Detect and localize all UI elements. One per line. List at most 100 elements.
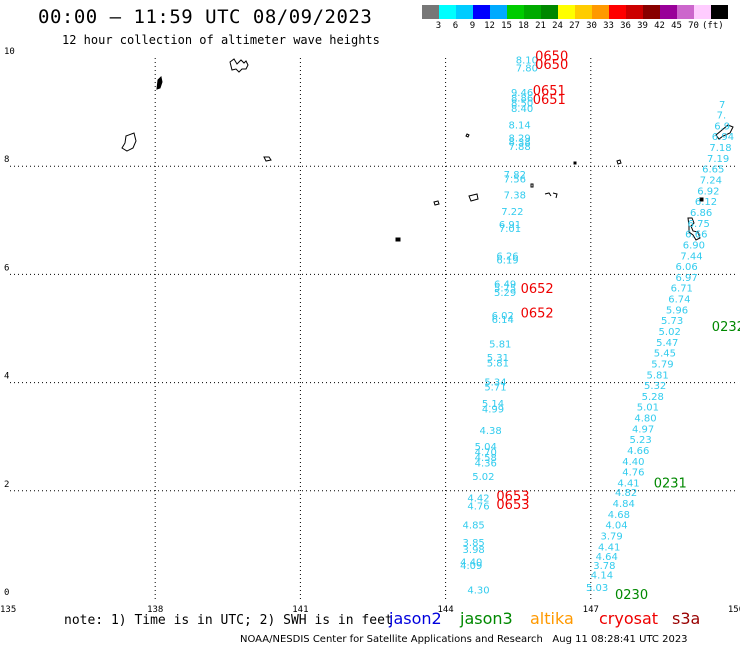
wave-height-value: 4.04 bbox=[605, 521, 627, 532]
wave-height-value: 5.71 bbox=[484, 383, 506, 394]
wave-height-value: 4.58 bbox=[475, 453, 497, 464]
longitude-tick-label: 147 bbox=[583, 605, 599, 615]
island-outline bbox=[468, 193, 479, 202]
wave-height-value: 8.10 bbox=[516, 55, 538, 66]
legend-label: 27 bbox=[569, 21, 580, 31]
wave-height-value: 7.88 bbox=[509, 142, 531, 153]
wave-height-value: 8.86 bbox=[511, 93, 533, 104]
wave-height-value: 6.65 bbox=[702, 165, 724, 176]
legend-label: 33 bbox=[603, 21, 614, 31]
pass-time-label: 0232 bbox=[712, 320, 740, 335]
wave-height-value: 8.40 bbox=[511, 104, 533, 115]
wave-height-value: 6.19 bbox=[496, 256, 518, 267]
wave-height-value: 5.28 bbox=[642, 392, 664, 403]
island-outline bbox=[433, 200, 440, 206]
wave-height-value: 7.22 bbox=[501, 207, 523, 218]
wave-height-value: 5.73 bbox=[661, 316, 683, 327]
wave-height-value: 7.38 bbox=[504, 191, 526, 202]
wave-height-value: 4.40 bbox=[622, 457, 644, 468]
wave-height-value: 6.02 bbox=[492, 311, 514, 322]
legend-altika: altika bbox=[530, 609, 574, 628]
legend-label: (ft) bbox=[702, 21, 724, 31]
legend-label: 70 bbox=[688, 21, 699, 31]
legend-label: 36 bbox=[620, 21, 631, 31]
legend-swatch bbox=[643, 5, 660, 19]
island-outlines bbox=[121, 58, 734, 242]
legend-label: 39 bbox=[637, 21, 648, 31]
legend-swatch bbox=[592, 5, 609, 19]
wave-height-value: 8.29 bbox=[509, 133, 531, 144]
legend-label: 21 bbox=[535, 21, 546, 31]
wave-height-value: 4.40 bbox=[460, 557, 482, 568]
pass-time-label: 0653 bbox=[496, 498, 529, 513]
wave-height-value: 4.41 bbox=[598, 542, 620, 553]
wave-height-value: 6.75 bbox=[688, 219, 710, 230]
wave-height-value: 5.81 bbox=[489, 339, 511, 350]
wave-height-value: 3.78 bbox=[593, 561, 615, 572]
pass-time-label: 0651 bbox=[533, 93, 566, 108]
island-outline bbox=[699, 197, 704, 202]
wave-height-value: 7.44 bbox=[680, 251, 702, 262]
wave-height-value: 4.76 bbox=[622, 468, 644, 479]
legend-swatch bbox=[456, 5, 473, 19]
pass-time-label: 0650 bbox=[535, 50, 568, 65]
longitude-tick-label: 144 bbox=[437, 605, 453, 615]
legend-label: 45 bbox=[671, 21, 682, 31]
legend-label: 30 bbox=[586, 21, 597, 31]
pass-time-label: 0652 bbox=[521, 307, 554, 322]
wave-height-value: 6.94 bbox=[712, 132, 734, 143]
legend-swatch bbox=[558, 5, 575, 19]
footer-credit: NOAA/NESDIS Center for Satellite Applica… bbox=[240, 634, 688, 645]
wave-height-value: 5.47 bbox=[656, 338, 678, 349]
wave-height-value: 7.18 bbox=[709, 143, 731, 154]
wave-height-value: 5.29 bbox=[494, 288, 516, 299]
wave-height-value: 8.14 bbox=[509, 120, 531, 131]
wave-height-value: 6.12 bbox=[695, 197, 717, 208]
wave-height-value: 5.14 bbox=[482, 399, 504, 410]
island-outline bbox=[573, 161, 577, 165]
wave-height-value: 6.06 bbox=[676, 262, 698, 273]
legend-label: 3 bbox=[435, 21, 442, 31]
legend-swatch bbox=[524, 5, 541, 19]
wave-height-value: 8.38 bbox=[509, 138, 531, 149]
wave-height-value: 5.81 bbox=[646, 370, 668, 381]
latitude-tick-label: 8 bbox=[4, 155, 9, 165]
wave-height-value: 6.90 bbox=[683, 240, 705, 251]
wave-height-value: 5.45 bbox=[654, 349, 676, 360]
wave-height-value: 6.71 bbox=[671, 284, 693, 295]
legend-swatch bbox=[422, 5, 439, 19]
wave-height-value: 5.02 bbox=[472, 472, 494, 483]
legend-swatch bbox=[694, 5, 711, 19]
wave-height-value: 5.03 bbox=[586, 583, 608, 594]
legend-s3a: s3a bbox=[672, 609, 701, 628]
island-outline bbox=[121, 132, 137, 152]
wave-height-value: 4.80 bbox=[634, 414, 656, 425]
island-outline bbox=[715, 124, 734, 140]
wave-height-value: 5.02 bbox=[659, 327, 681, 338]
wave-height-value: 4.64 bbox=[596, 552, 618, 563]
wave-height-value: 4.66 bbox=[627, 446, 649, 457]
wave-height-value: 4.38 bbox=[479, 426, 501, 437]
island-outline bbox=[465, 133, 470, 138]
wave-height-value: 4.09 bbox=[460, 561, 482, 572]
wave-height-value: 6.9 bbox=[714, 121, 730, 132]
wave-height-value: 9.46 bbox=[511, 88, 533, 99]
latitude-tick-label: 6 bbox=[4, 263, 9, 273]
wave-height-value: 4.99 bbox=[482, 404, 504, 415]
wave-height-value: 7.80 bbox=[516, 64, 538, 75]
wave-height-value: 6.14 bbox=[492, 315, 514, 326]
longitude-tick-label: 138 bbox=[147, 605, 163, 615]
latitude-tick-label: 0 bbox=[4, 588, 9, 598]
wave-height-value: 4.30 bbox=[467, 586, 489, 597]
legend-swatch bbox=[609, 5, 626, 19]
wave-height-value: 4.36 bbox=[475, 458, 497, 469]
legend-swatch bbox=[711, 5, 728, 19]
wave-height-value: 4.76 bbox=[467, 502, 489, 513]
note-text: note: 1) Time is in UTC; 2) SWH is in fe… bbox=[64, 613, 393, 628]
pass-time-label: 0650 bbox=[535, 58, 568, 73]
wave-height-value: 6.97 bbox=[676, 273, 698, 284]
legend-label: 24 bbox=[552, 21, 563, 31]
wave-height-value: 4.82 bbox=[615, 488, 637, 499]
wave-height-value: 7 bbox=[719, 100, 725, 111]
